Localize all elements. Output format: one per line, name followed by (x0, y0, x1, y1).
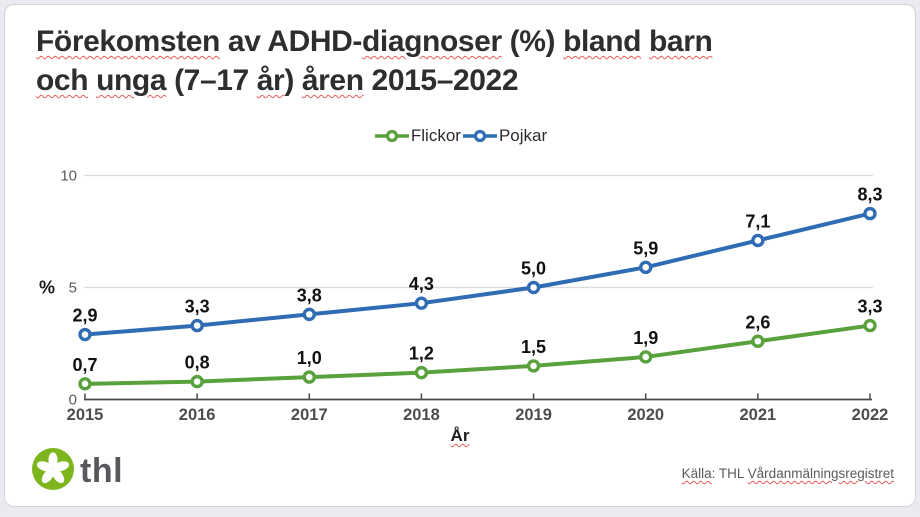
data-point-label: 1,9 (633, 328, 658, 348)
data-point-pojkar (526, 280, 541, 295)
data-point-flickor (302, 370, 316, 384)
title-line: och unga (7–17 år) åren 2015–2022 (36, 61, 896, 100)
legend: Flickor Pojkar (0, 126, 920, 146)
source-word: Källa (681, 466, 712, 481)
data-point-label: 1,0 (297, 348, 322, 368)
y-axis-title: % (39, 278, 55, 298)
x-tick-label: 2022 (852, 406, 889, 424)
y-tick-label: 5 (69, 280, 77, 297)
title-word: ) (284, 64, 302, 97)
data-point-flickor (190, 374, 204, 389)
logo-flower-petals (36, 452, 70, 484)
title-word: diagnoser (361, 25, 502, 58)
data-point-pojkar (302, 307, 316, 322)
data-point-label: 2,6 (745, 312, 770, 332)
title-word: unga (96, 64, 167, 97)
data-point-flickor (414, 365, 429, 380)
data-point-label: 5,0 (521, 259, 546, 279)
series-line-pojkar (83, 211, 872, 337)
x-tick-label: 2017 (291, 406, 328, 424)
x-tick-label: 2021 (739, 406, 776, 424)
data-point-label: 2,9 (72, 306, 97, 326)
data-point-flickor (526, 359, 541, 373)
x-tick-label: 2015 (67, 406, 104, 424)
series-line-flickor (83, 323, 872, 386)
legend-label: Flickor (410, 126, 461, 145)
x-axis-title: År (0, 426, 920, 446)
data-point-label: 5,9 (633, 238, 658, 258)
data-point-flickor (78, 377, 92, 391)
data-point-label: 3,3 (857, 297, 882, 317)
data-point-label: 1,2 (409, 344, 434, 364)
logo-text: thl (80, 452, 123, 490)
legend-item-flickor[interactable]: Flickor (373, 126, 461, 146)
title-word: Förekomsten (36, 25, 220, 58)
source-text: Källa: THL Vårdanmälningsregistret (682, 466, 894, 481)
data-point-label: 0,8 (185, 353, 210, 373)
legend-marker-icon (374, 129, 409, 143)
data-point-pojkar (414, 296, 429, 310)
thl-logo: thl (32, 448, 123, 490)
legend-label: Pojkar (498, 126, 548, 145)
data-point-label: 7,1 (745, 211, 770, 231)
x-axis-title-label: År (450, 426, 470, 445)
legend-item-pojkar[interactable]: Pojkar (461, 126, 547, 146)
data-point-label: 8,3 (857, 185, 882, 205)
data-point-label: 3,3 (185, 297, 210, 317)
title-word: år (256, 64, 285, 97)
title-word: (7–17 (166, 64, 257, 97)
data-point-pojkar (190, 318, 204, 333)
title-word: och (36, 64, 89, 97)
x-tick-label: 2020 (627, 406, 664, 424)
data-point-pojkar (639, 260, 653, 275)
title-line: Förekomsten av ADHD-diagnoser (%) bland … (36, 22, 896, 61)
y-tick-label: 10 (60, 168, 77, 185)
y-tick-label: 0 (69, 392, 77, 409)
source-word: Vårdanmälningsregistret (747, 466, 894, 481)
data-point-label: 3,8 (297, 285, 322, 305)
data-point-pojkar (863, 206, 877, 221)
chart-title: Förekomsten av ADHD-diagnoser (%) bland … (36, 22, 896, 100)
data-point-pojkar (751, 233, 765, 248)
data-point-label: 1,5 (521, 337, 546, 357)
title-word: barn (649, 25, 713, 58)
title-word: bland (563, 25, 642, 58)
title-word: åren (301, 64, 364, 97)
legend-marker-icon (462, 129, 497, 143)
data-point-label: 0,7 (72, 355, 97, 375)
x-tick-label: 2018 (403, 406, 440, 424)
x-tick-label: 2016 (179, 406, 216, 424)
data-point-flickor (751, 334, 765, 348)
title-word: av ADHD- (219, 25, 362, 58)
source-word: : THL (711, 466, 748, 481)
x-tick-label: 2019 (515, 406, 552, 424)
data-point-flickor (863, 318, 877, 333)
chart-card (4, 4, 916, 507)
data-point-pojkar (78, 327, 92, 342)
data-point-flickor (639, 350, 653, 364)
title-word: (%) (501, 25, 564, 58)
title-word: 2015–2022 (363, 64, 519, 97)
data-point-label: 4,3 (409, 274, 434, 294)
